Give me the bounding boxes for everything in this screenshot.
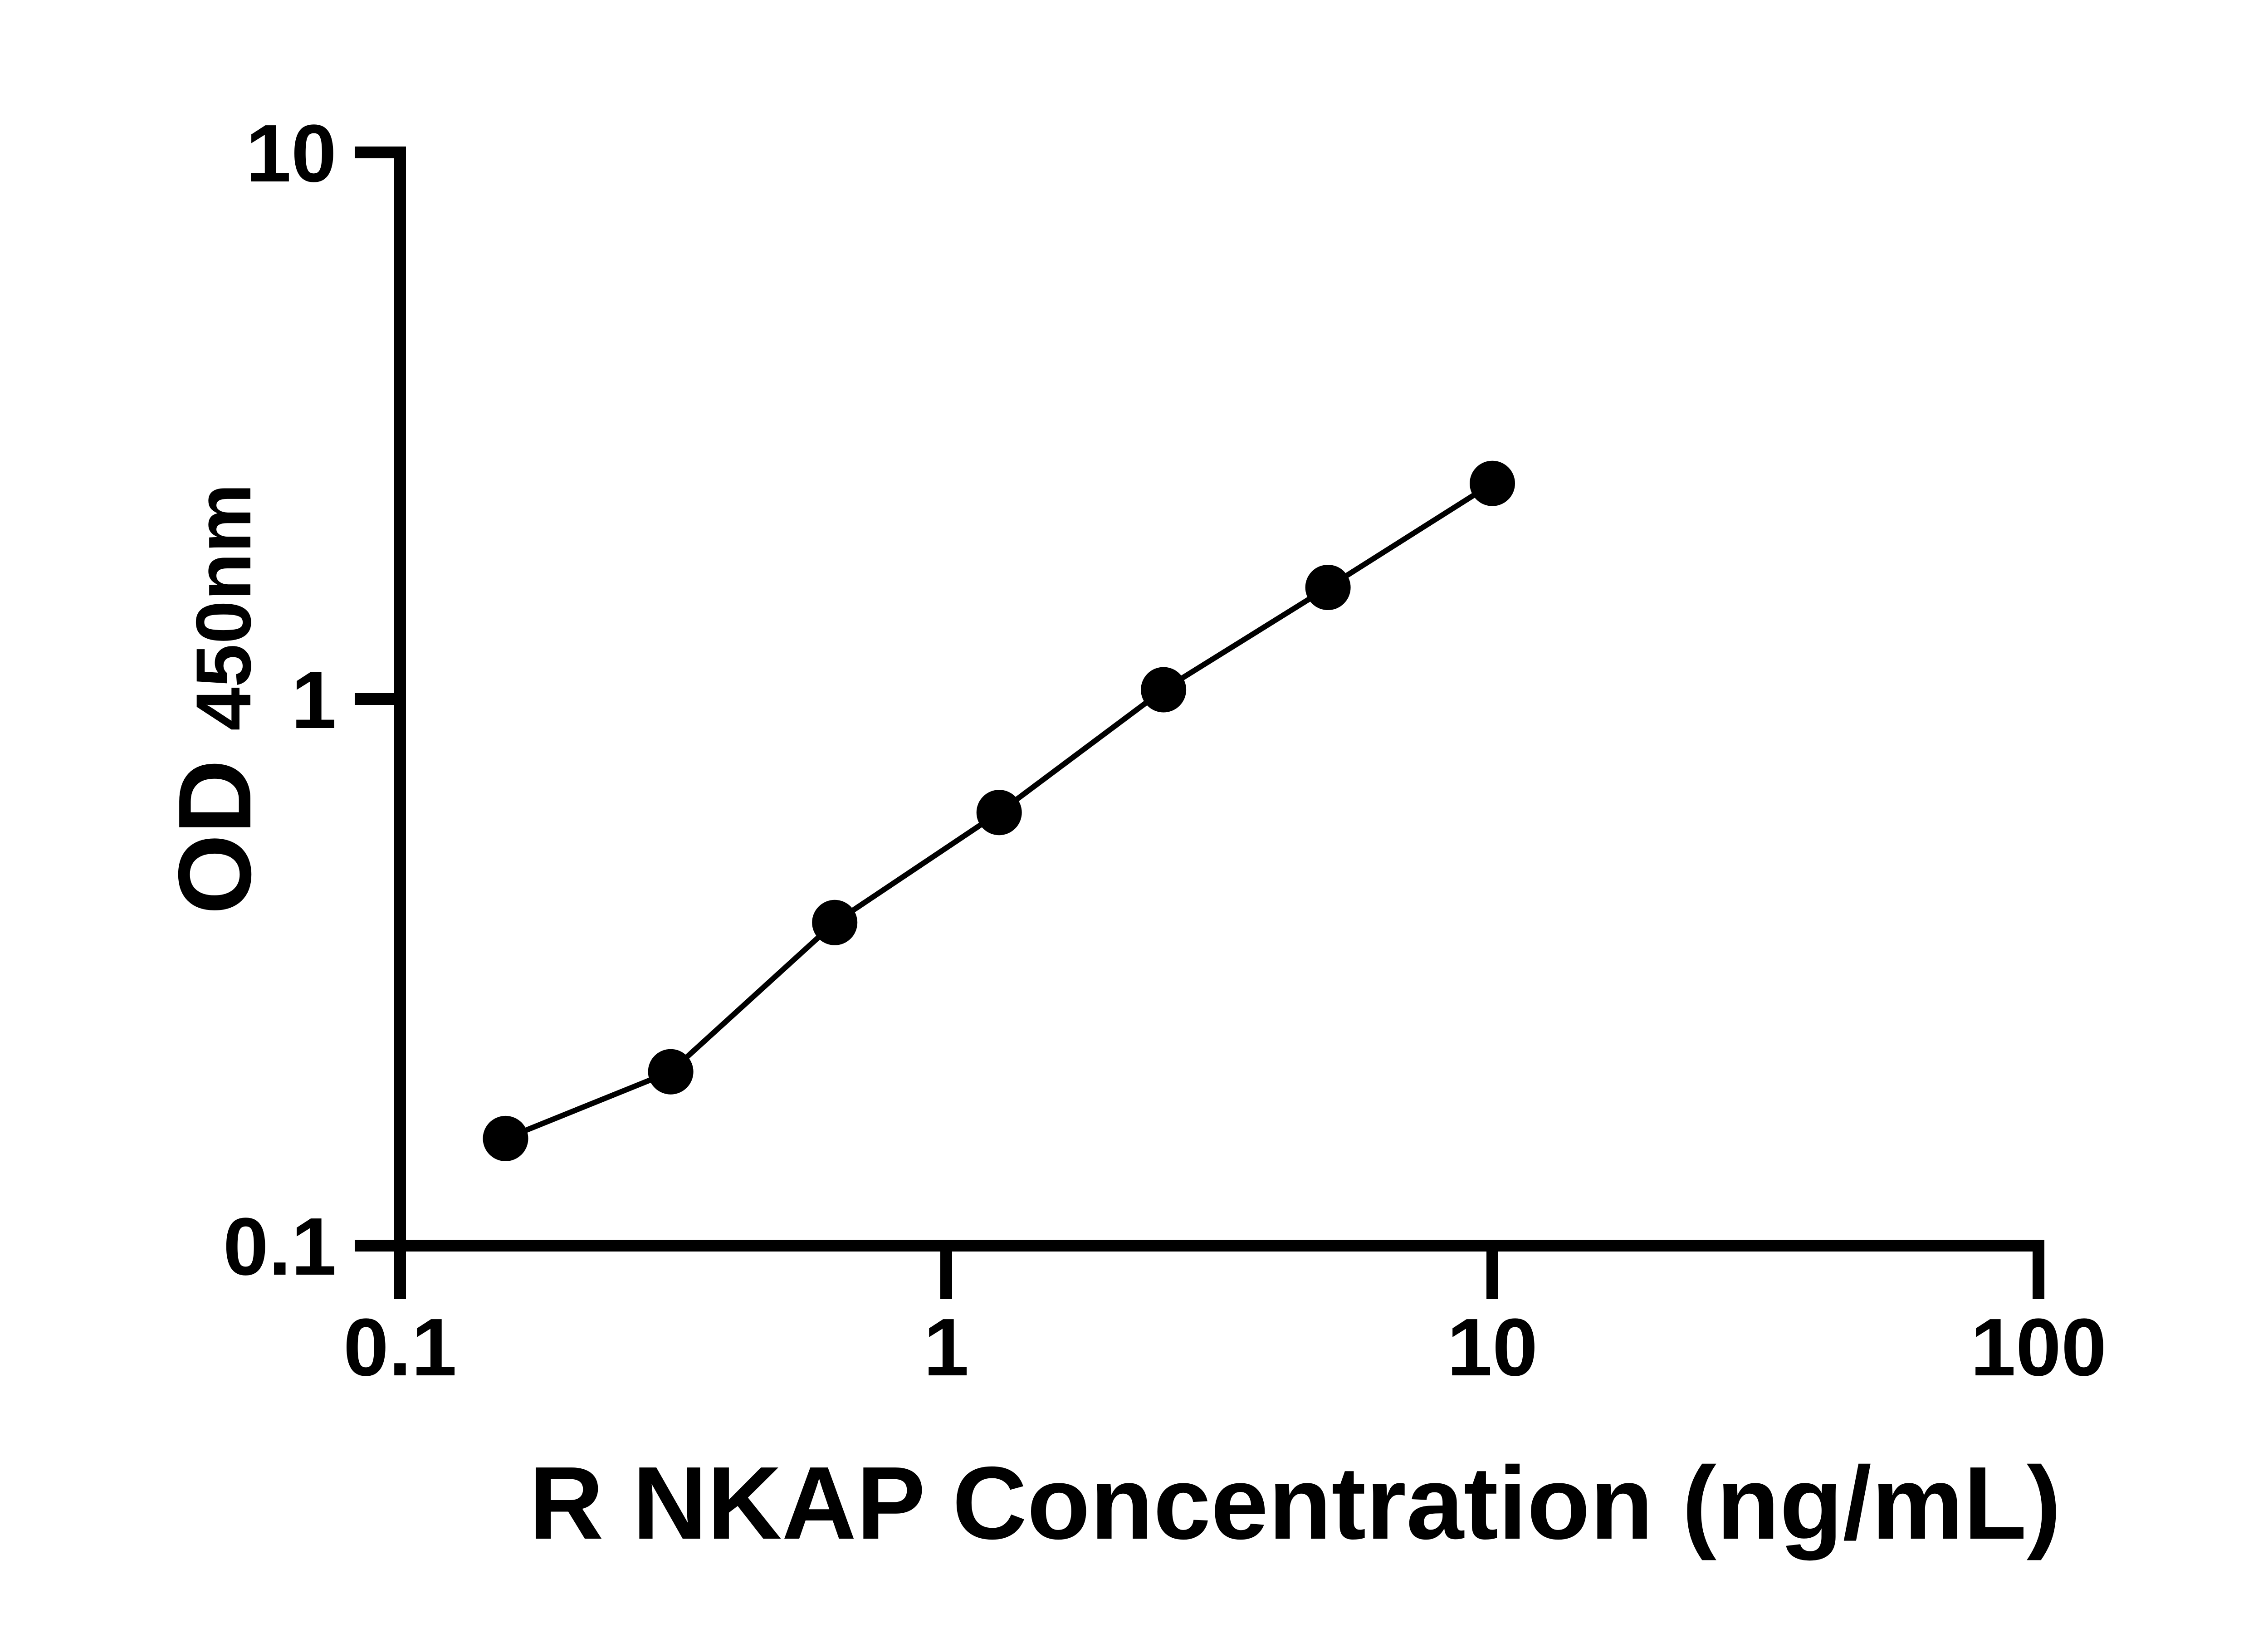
data-point-marker xyxy=(1470,460,1515,506)
data-point-marker xyxy=(1141,667,1187,713)
y-tick-label-0.1: 0.1 xyxy=(223,1201,337,1292)
y-axis-title-sub: 450nm xyxy=(180,484,267,731)
x-tick-label-1: 1 xyxy=(924,1302,969,1393)
x-tick-label-10: 10 xyxy=(1447,1302,1538,1393)
data-point-marker xyxy=(483,1115,528,1161)
data-point-marker xyxy=(1305,565,1351,610)
y-axis-title: OD 450nm xyxy=(157,484,273,914)
data-point-marker xyxy=(812,900,858,945)
y-axis-title-main: OD xyxy=(157,759,273,914)
x-tick-label-0.1: 0.1 xyxy=(343,1302,457,1393)
tick-labels: 0.1 1 10 100 0.1 1 10 xyxy=(223,108,2107,1393)
data-point-marker xyxy=(648,1049,694,1095)
x-axis-title: R NKAP Concentration (ng/mL) xyxy=(529,1446,2061,1561)
y-tick-label-1: 1 xyxy=(291,655,337,746)
tick-marks xyxy=(355,147,2044,1299)
data-point-marker xyxy=(976,790,1022,836)
y-tick-label-10: 10 xyxy=(246,108,337,199)
x-tick-label-100: 100 xyxy=(1970,1302,2107,1393)
data-series xyxy=(483,460,1515,1161)
